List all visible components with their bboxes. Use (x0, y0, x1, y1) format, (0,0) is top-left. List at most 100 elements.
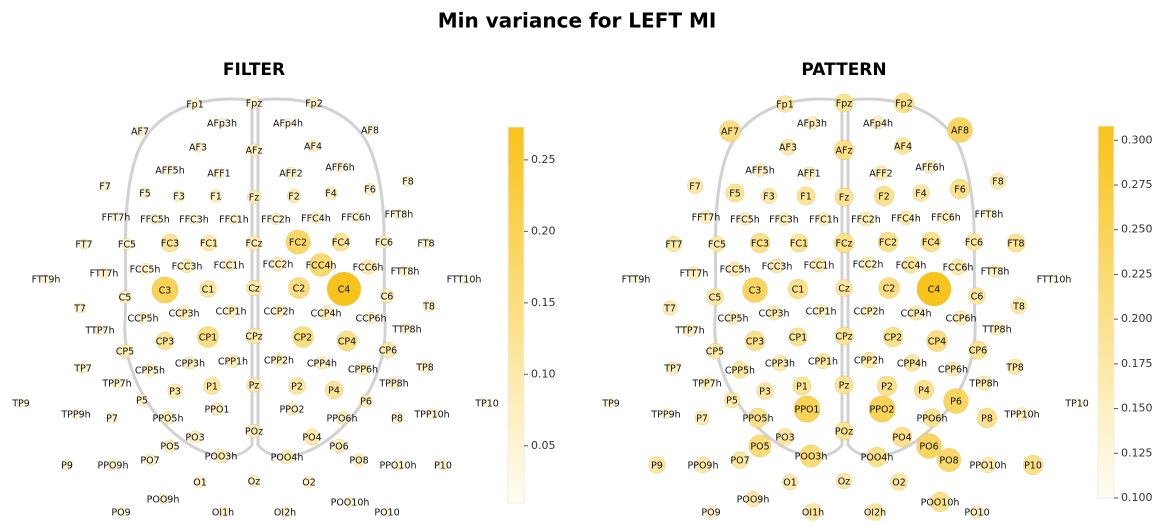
colorbar-tick-label: 0.10 (531, 367, 556, 380)
electrode-label: FT7 (665, 240, 682, 251)
electrode-label: FC6 (965, 238, 983, 249)
colorbar-tick-label: 0.15 (531, 296, 556, 309)
electrode-label: O1 (783, 478, 797, 489)
electrode-label: FC2 (879, 238, 897, 249)
electrode-label: FT7 (75, 240, 92, 251)
electrode-label: T8 (422, 302, 435, 313)
electrode-label: T7 (73, 304, 86, 315)
electrode-label: PO3 (185, 433, 204, 444)
electrode-label: AFz (836, 146, 853, 157)
electrode-label: PO8 (349, 456, 368, 467)
electrode-label: FC2 (289, 238, 307, 249)
electrode-label: CCP2h (263, 307, 294, 318)
electrode-label: TPP7h (101, 379, 131, 390)
electrode-label: PO4 (892, 433, 911, 444)
electrode-label: F4 (915, 189, 927, 200)
colorbar-tick-label: 0.100 (1121, 491, 1153, 504)
electrode-label: AFp3h (207, 119, 237, 130)
electrode-label: PPO10h (969, 461, 1006, 472)
electrode-label: F5 (139, 189, 151, 200)
electrode-label: PO8 (939, 456, 958, 467)
electrode-label: CP2 (294, 333, 312, 344)
electrode-label: FC5 (118, 240, 136, 251)
figure-title: Min variance for LEFT MI (438, 9, 717, 33)
electrode-label: FCz (835, 239, 852, 250)
electrode-label: FCC3h (172, 262, 203, 273)
electrode-label: FFC5h (140, 215, 170, 226)
electrode-label: F8 (992, 177, 1004, 188)
electrode-label: O1 (193, 478, 207, 489)
colorbar (1098, 126, 1114, 498)
electrode-label: PPO5h (742, 414, 773, 425)
colorbar-tick-label: 0.05 (531, 439, 556, 452)
electrode-label: AF3 (779, 143, 797, 154)
colorbar-tick-label: 0.175 (1121, 357, 1153, 370)
electrode-label: F3 (763, 192, 775, 203)
electrode-label: F7 (689, 182, 701, 193)
electrode-label: C3 (749, 286, 762, 297)
electrode-label: AFF2 (869, 169, 892, 180)
electrode-label: P10 (1024, 461, 1042, 472)
electrode-label: Pz (249, 381, 260, 392)
electrode-label: P4 (918, 386, 930, 397)
electrode-label: CP6 (969, 346, 987, 357)
electrode-label: C1 (792, 285, 805, 296)
electrode-label: Fp1 (776, 100, 794, 111)
electrode-label: OI1h (802, 508, 824, 519)
electrode-label: PO6 (329, 442, 348, 453)
electrode-label: FTT8h (391, 267, 420, 278)
electrode-label: TP9 (601, 399, 620, 410)
electrode-label: P6 (360, 397, 372, 408)
electrode-label: P6 (950, 397, 962, 408)
electrode-label: POO3h (205, 452, 238, 463)
electrode-label: P4 (328, 386, 340, 397)
electrode-label: CPP2h (264, 356, 294, 367)
electrode-label: CPz (245, 332, 262, 343)
electrode-label: TPP9h (650, 410, 680, 421)
electrode-label: Pz (839, 381, 850, 392)
electrode-label: CP5 (116, 347, 134, 358)
electrode-label: POO4h (861, 453, 894, 464)
electrode-label: FC1 (790, 239, 808, 250)
electrode-label: CPz (835, 332, 852, 343)
electrode-label: PPO1 (795, 405, 820, 416)
electrode-label: FFC2h (261, 215, 291, 226)
electrode-label: CCP1h (215, 307, 246, 318)
electrode-label: FC3 (161, 239, 179, 250)
electrode-label: FT8 (1007, 239, 1024, 250)
electrode-label: AFp4h (273, 119, 303, 130)
electrode-label: PPO9h (687, 461, 718, 472)
electrode-label: CP5 (706, 347, 724, 358)
electrode-label: TP8 (415, 363, 434, 374)
electrode-label: C3 (159, 286, 172, 297)
electrode-label: F4 (325, 189, 337, 200)
electrode-label: POO10h (921, 498, 960, 509)
panel-title: PATTERN (801, 60, 886, 80)
electrode-label: FFC1h (219, 215, 249, 226)
electrode-label: Fpz (836, 99, 852, 110)
electrode-label: AF7 (721, 127, 739, 138)
electrode-label: FFC2h (851, 215, 881, 226)
electrode-label: F5 (729, 189, 741, 200)
electrode-label: PPO9h (97, 461, 128, 472)
electrode-label: FFC3h (179, 215, 209, 226)
electrode-label: FTT9h (32, 275, 61, 286)
electrode-label: CPP1h (218, 357, 248, 368)
electrode-label: C6 (381, 292, 394, 303)
electrode-label: FCz (245, 239, 262, 250)
topomap-panel: PATTERNFp1FpzFp2AF7AFp3hAFp4hAF8AF3AFzAF… (601, 60, 1089, 520)
electrode-label: CPP6h (938, 365, 968, 376)
electrode-label: CP1 (789, 333, 807, 344)
colorbar-tick-label: 0.300 (1121, 133, 1153, 146)
electrode-label: C5 (119, 293, 132, 304)
electrode-label: FTT8h (981, 267, 1010, 278)
electrode-label: P3 (759, 387, 771, 398)
figure: Min variance for LEFT MI FILTERFp1FpzFp2… (0, 0, 1155, 521)
electrode-label: TP7 (663, 364, 682, 375)
electrode-label: CCP1h (805, 307, 836, 318)
electrode-label: FTT10h (1037, 275, 1072, 286)
topomap-panel: FILTERFp1FpzFp2AF7AFp3hAFp4hAF8AF3AFzAF4… (11, 60, 499, 519)
electrode-label: Oz (838, 477, 850, 488)
electrode-label: CCP6h (945, 314, 976, 325)
electrode-label: AF7 (131, 127, 149, 138)
